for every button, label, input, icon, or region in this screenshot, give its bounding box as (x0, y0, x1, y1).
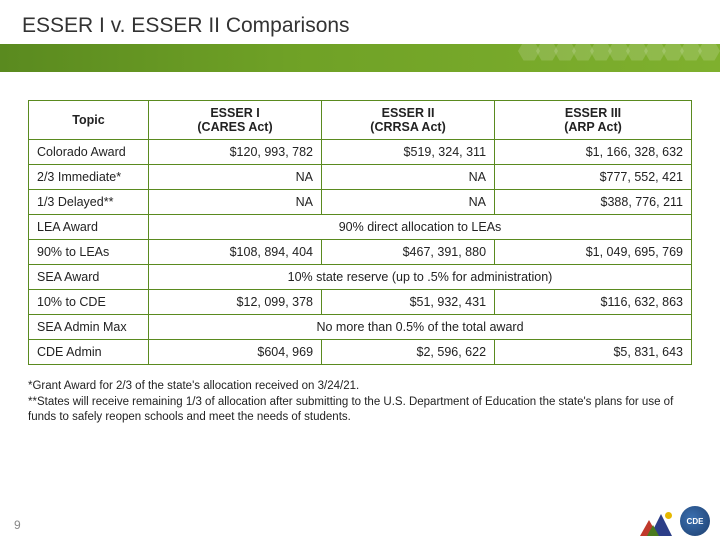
row-cell: NA (149, 165, 322, 190)
row-cell: $2, 596, 622 (322, 340, 495, 365)
cde-logo: CDE (680, 506, 710, 536)
row-cell: NA (149, 190, 322, 215)
row-label: 90% to LEAs (29, 240, 149, 265)
row-label: LEA Award (29, 215, 149, 240)
row-cell: $120, 993, 782 (149, 140, 322, 165)
content-area: Topic ESSER I (CARES Act) ESSER II (CRRS… (0, 72, 720, 426)
row-cell: $1, 049, 695, 769 (495, 240, 692, 265)
row-label: CDE Admin (29, 340, 149, 365)
page-title: ESSER I v. ESSER II Comparisons (22, 14, 720, 38)
row-cell: $51, 932, 431 (322, 290, 495, 315)
row-label: SEA Award (29, 265, 149, 290)
row-cell: $1, 166, 328, 632 (495, 140, 692, 165)
row-label: 1/3 Delayed** (29, 190, 149, 215)
page-number: 9 (14, 518, 21, 532)
table-row: SEA Award10% state reserve (up to .5% fo… (29, 265, 692, 290)
row-cell: NA (322, 190, 495, 215)
row-label: 10% to CDE (29, 290, 149, 315)
row-cell: $519, 324, 311 (322, 140, 495, 165)
table-row: 2/3 Immediate*NANA$777, 552, 421 (29, 165, 692, 190)
row-cell: $604, 969 (149, 340, 322, 365)
row-label: Colorado Award (29, 140, 149, 165)
row-cell: $5, 831, 643 (495, 340, 692, 365)
colorado-logo (640, 510, 674, 536)
footer-logos: CDE (640, 506, 710, 536)
row-cell: $108, 894, 404 (149, 240, 322, 265)
row-cell: $12, 099, 378 (149, 290, 322, 315)
row-cell: $777, 552, 421 (495, 165, 692, 190)
hex-pattern (522, 44, 720, 72)
table-row: 1/3 Delayed**NANA$388, 776, 211 (29, 190, 692, 215)
table-row: LEA Award90% direct allocation to LEAs (29, 215, 692, 240)
row-label: SEA Admin Max (29, 315, 149, 340)
col-topic: Topic (29, 101, 149, 140)
table-row: SEA Admin MaxNo more than 0.5% of the to… (29, 315, 692, 340)
table-header-row: Topic ESSER I (CARES Act) ESSER II (CRRS… (29, 101, 692, 140)
row-cell: $116, 632, 863 (495, 290, 692, 315)
decorative-band (0, 44, 720, 72)
row-label: 2/3 Immediate* (29, 165, 149, 190)
row-cell: $467, 391, 880 (322, 240, 495, 265)
col-esser2: ESSER II (CRRSA Act) (322, 101, 495, 140)
footnotes: *Grant Award for 2/3 of the state's allo… (28, 379, 692, 426)
row-span-value: 90% direct allocation to LEAs (149, 215, 692, 240)
row-span-value: 10% state reserve (up to .5% for adminis… (149, 265, 692, 290)
row-cell: NA (322, 165, 495, 190)
col-esser3: ESSER III (ARP Act) (495, 101, 692, 140)
footnote-1: *Grant Award for 2/3 of the state's allo… (28, 379, 692, 395)
table-row: 90% to LEAs$108, 894, 404$467, 391, 880$… (29, 240, 692, 265)
comparison-table: Topic ESSER I (CARES Act) ESSER II (CRRS… (28, 100, 692, 365)
row-span-value: No more than 0.5% of the total award (149, 315, 692, 340)
col-esser1: ESSER I (CARES Act) (149, 101, 322, 140)
table-row: 10% to CDE$12, 099, 378$51, 932, 431$116… (29, 290, 692, 315)
table-row: Colorado Award$120, 993, 782$519, 324, 3… (29, 140, 692, 165)
title-area: ESSER I v. ESSER II Comparisons (0, 0, 720, 44)
row-cell: $388, 776, 211 (495, 190, 692, 215)
table-row: CDE Admin$604, 969$2, 596, 622$5, 831, 6… (29, 340, 692, 365)
footnote-2: **States will receive remaining 1/3 of a… (28, 395, 692, 426)
